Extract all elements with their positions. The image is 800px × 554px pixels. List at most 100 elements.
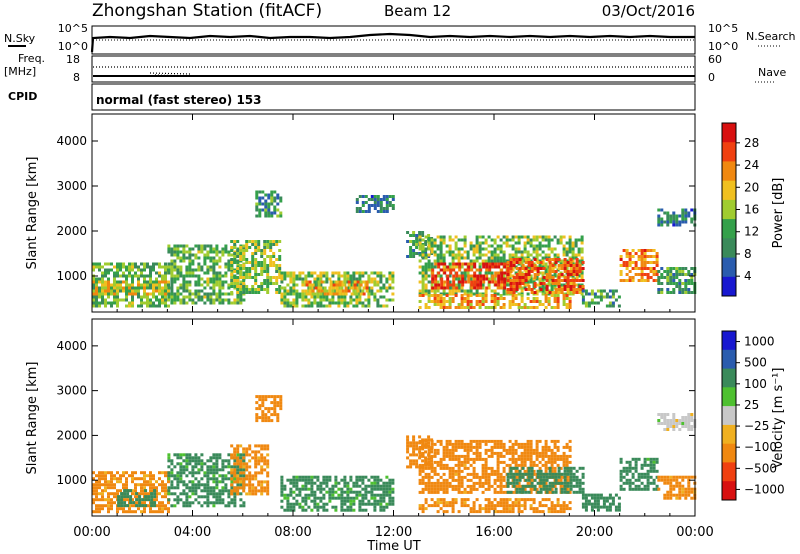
power-cell bbox=[110, 292, 113, 296]
velocity-cell bbox=[367, 490, 371, 494]
power-cell bbox=[571, 259, 575, 263]
power-cell bbox=[289, 280, 293, 284]
velocity-cell bbox=[475, 448, 479, 452]
power-cell bbox=[442, 297, 446, 300]
power-cell bbox=[503, 262, 507, 266]
velocity-cell bbox=[221, 498, 225, 502]
velocity-cell bbox=[445, 448, 449, 452]
velocity-cell bbox=[484, 466, 488, 470]
power-cell bbox=[524, 258, 528, 261]
power-cell bbox=[239, 295, 243, 299]
velocity-cell bbox=[158, 501, 161, 505]
power-cell bbox=[497, 262, 501, 266]
velocity-cell bbox=[325, 475, 329, 479]
velocity-cell bbox=[535, 487, 539, 491]
power-cell bbox=[440, 280, 444, 284]
power-cell bbox=[236, 285, 240, 288]
power-cell bbox=[270, 193, 274, 197]
power-cell bbox=[511, 303, 515, 306]
velocity-cell bbox=[346, 496, 350, 500]
velocity-cell bbox=[554, 478, 558, 482]
velocity-cell bbox=[545, 490, 549, 494]
power-cell bbox=[681, 211, 685, 215]
power-cell bbox=[643, 273, 647, 276]
power-cell bbox=[167, 283, 170, 287]
power-cell bbox=[257, 291, 261, 294]
velocity-cell bbox=[466, 460, 470, 464]
power-cell bbox=[338, 283, 342, 287]
power-cell bbox=[104, 304, 107, 308]
power-cell bbox=[227, 259, 231, 263]
velocity-cell bbox=[506, 472, 510, 476]
power-cell bbox=[388, 274, 392, 278]
power-cell bbox=[301, 304, 305, 308]
velocity-cell bbox=[276, 419, 280, 423]
velocity-cell bbox=[409, 453, 413, 457]
velocity-cell bbox=[493, 472, 497, 476]
power-cell bbox=[264, 199, 268, 203]
power-cell bbox=[119, 274, 122, 278]
power-cell bbox=[352, 289, 356, 293]
power-cell bbox=[563, 264, 567, 267]
power-cell bbox=[379, 198, 383, 201]
velocity-cell bbox=[358, 508, 362, 512]
velocity-cell bbox=[542, 478, 546, 482]
velocity-cell bbox=[478, 475, 482, 479]
velocity-cell bbox=[242, 462, 246, 466]
velocity-cell bbox=[463, 457, 467, 461]
velocity-cell bbox=[418, 451, 422, 455]
power-cell bbox=[227, 265, 231, 269]
power-cell bbox=[263, 261, 267, 264]
power-cell bbox=[427, 238, 431, 242]
power-cell bbox=[346, 274, 350, 278]
velocity-cell bbox=[197, 468, 201, 472]
power-cell bbox=[409, 255, 413, 258]
velocity-cell bbox=[322, 496, 326, 500]
station-title: Zhongshan Station (fitACF) bbox=[92, 1, 322, 21]
velocity-cell bbox=[119, 507, 122, 511]
power-cell bbox=[248, 291, 252, 294]
velocity-cell bbox=[466, 451, 470, 455]
velocity-cell bbox=[454, 442, 458, 446]
velocity-cell bbox=[267, 395, 271, 399]
velocity-cell bbox=[242, 489, 246, 493]
velocity-cell bbox=[493, 469, 497, 473]
velocity-cell bbox=[526, 439, 530, 443]
velocity-cell bbox=[427, 487, 431, 491]
power-cell bbox=[544, 265, 548, 269]
power-cell bbox=[557, 276, 561, 279]
velocity-cell bbox=[161, 501, 164, 505]
velocity-cell bbox=[442, 448, 446, 452]
power-cell bbox=[158, 283, 161, 287]
velocity-cell bbox=[135, 492, 139, 496]
velocity-cell bbox=[517, 442, 521, 446]
power-cell bbox=[373, 207, 377, 210]
velocity-cell bbox=[454, 448, 458, 452]
power-cell bbox=[137, 295, 140, 299]
power-cell bbox=[236, 301, 240, 305]
power-cell bbox=[128, 301, 131, 305]
power-cell bbox=[571, 241, 575, 245]
power-cell bbox=[479, 280, 483, 284]
power-cell bbox=[352, 298, 356, 302]
power-cell bbox=[272, 243, 276, 246]
power-cell bbox=[445, 306, 449, 309]
power-cell bbox=[263, 270, 267, 273]
power-cell bbox=[110, 262, 113, 266]
power-cell bbox=[503, 277, 507, 281]
power-cell bbox=[267, 205, 271, 209]
velocity-cell bbox=[472, 445, 476, 449]
velocity-cell bbox=[251, 450, 255, 454]
velocity-cell bbox=[506, 484, 510, 488]
velocity-cell bbox=[484, 481, 488, 485]
power-cell bbox=[364, 210, 368, 213]
power-cell bbox=[182, 244, 186, 248]
power-cell bbox=[640, 267, 644, 270]
power-cell bbox=[580, 241, 584, 245]
velocity-cell bbox=[304, 484, 308, 488]
power-cell bbox=[542, 276, 546, 279]
velocity-cell bbox=[322, 505, 326, 509]
velocity-cell bbox=[295, 502, 299, 506]
power-cell bbox=[197, 298, 201, 302]
power-cell bbox=[569, 282, 573, 285]
